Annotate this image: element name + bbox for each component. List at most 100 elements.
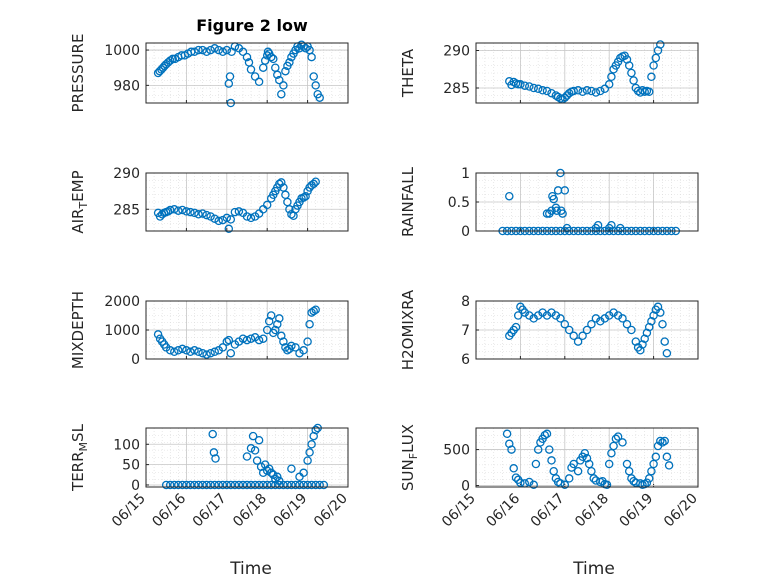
- data-point: [246, 213, 256, 223]
- data-point: [658, 438, 667, 447]
- data-point: [208, 429, 217, 439]
- data-point: [660, 436, 669, 446]
- series-markers: [505, 302, 672, 358]
- data-point: [658, 319, 667, 329]
- data-point: [509, 464, 518, 473]
- data-point: [206, 212, 215, 221]
- data-point: [505, 191, 514, 201]
- data-point: [264, 317, 274, 326]
- data-point: [525, 82, 534, 91]
- data-point: [545, 209, 554, 218]
- data-point: [287, 480, 296, 490]
- data-point: [222, 480, 232, 490]
- data-point: [242, 452, 252, 461]
- data-point: [656, 308, 665, 317]
- data-point: [275, 75, 284, 85]
- data-point: [540, 430, 550, 440]
- data-point: [246, 334, 256, 343]
- x-tick-label: 06/16: [149, 490, 189, 530]
- y-axis-label: AIRTEMP: [69, 170, 90, 233]
- data-point: [238, 47, 248, 57]
- panel-theta: 285 290 THETA: [399, 40, 699, 104]
- y-axis-label: PRESSURE: [69, 34, 87, 113]
- data-point: [291, 343, 300, 352]
- series-markers: [153, 177, 320, 234]
- y-axis-label: SUNFLUX: [399, 424, 420, 491]
- data-point: [545, 445, 554, 454]
- y-tick-label: 50: [122, 458, 140, 474]
- data-point: [560, 93, 570, 103]
- data-point: [248, 431, 258, 441]
- data-point: [258, 480, 268, 490]
- data-point: [273, 319, 282, 329]
- data-point: [168, 54, 177, 64]
- data-point: [182, 480, 191, 490]
- data-point: [178, 205, 187, 215]
- data-point: [198, 45, 207, 55]
- y-axis-label: MIXDEPTH: [69, 291, 87, 369]
- data-point: [277, 331, 286, 341]
- data-point: [556, 314, 565, 323]
- data-point: [206, 45, 215, 55]
- data-point: [573, 466, 583, 476]
- data-point: [266, 480, 276, 490]
- data-point: [647, 72, 656, 82]
- data-point: [311, 480, 320, 490]
- data-point: [226, 348, 236, 358]
- y-tick-label: 0: [131, 478, 140, 494]
- y-tick-label: 2000: [104, 294, 140, 310]
- data-point: [642, 478, 652, 487]
- y-axis-label: RAINFALL: [399, 166, 417, 237]
- series-markers: [153, 305, 320, 359]
- data-point: [242, 212, 252, 221]
- data-point: [580, 448, 590, 458]
- data-point: [547, 88, 556, 98]
- data-point: [230, 480, 240, 490]
- data-point: [542, 86, 552, 96]
- y-tick-label: 285: [113, 202, 140, 218]
- data-point: [656, 436, 665, 446]
- x-tick-label: 06/17: [528, 491, 568, 531]
- data-point: [174, 480, 183, 490]
- data-point: [218, 47, 228, 57]
- data-point: [222, 213, 232, 223]
- data-point: [611, 434, 621, 444]
- y-tick-label: 1: [461, 166, 470, 182]
- data-point: [582, 86, 592, 95]
- data-point: [242, 480, 252, 490]
- data-point: [305, 448, 314, 457]
- data-point: [246, 444, 256, 453]
- data-point: [301, 44, 310, 53]
- y-axis-label: THETA: [399, 48, 417, 98]
- data-point: [269, 470, 278, 480]
- data-point: [627, 68, 636, 78]
- data-point: [295, 480, 304, 490]
- x-tick-label: 06/16: [483, 490, 523, 530]
- data-point: [218, 343, 228, 352]
- data-point: [629, 76, 638, 85]
- data-point: [271, 325, 280, 335]
- data-point: [273, 70, 282, 80]
- data-point: [507, 445, 516, 454]
- data-point: [269, 54, 278, 64]
- data-point: [198, 480, 207, 490]
- data-point: [190, 480, 199, 490]
- axes-box: [145, 300, 349, 360]
- data-point: [194, 480, 203, 490]
- data-point: [250, 480, 260, 490]
- data-point: [242, 335, 252, 345]
- data-point: [529, 480, 538, 490]
- data-point: [165, 480, 175, 490]
- data-point: [210, 480, 219, 490]
- x-axis-label-right: Time: [572, 559, 615, 579]
- series-markers: [153, 40, 324, 108]
- data-point: [190, 208, 199, 218]
- data-point: [174, 206, 183, 215]
- data-point: [516, 80, 525, 89]
- data-point: [214, 216, 223, 226]
- data-point: [307, 52, 316, 62]
- axes-box: [145, 42, 349, 104]
- data-point: [299, 193, 308, 202]
- x-axis-label-left: Time: [229, 559, 272, 579]
- y-tick-label: 290: [443, 44, 470, 60]
